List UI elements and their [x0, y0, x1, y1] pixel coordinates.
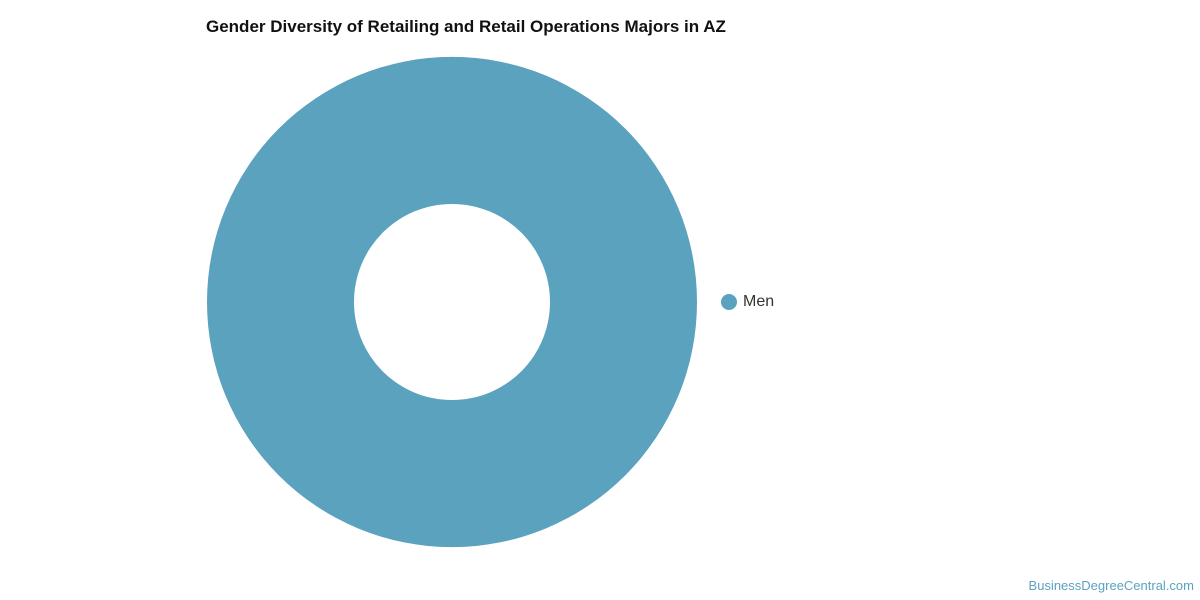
legend: Men	[721, 293, 774, 311]
legend-label-men[interactable]: Men	[743, 293, 775, 310]
chart-title: Gender Diversity of Retailing and Retail…	[206, 17, 726, 36]
source-credit[interactable]: BusinessDegreeCentral.com	[1028, 578, 1194, 593]
slice-men[interactable]	[206, 56, 697, 548]
legend-marker-men	[721, 294, 737, 310]
